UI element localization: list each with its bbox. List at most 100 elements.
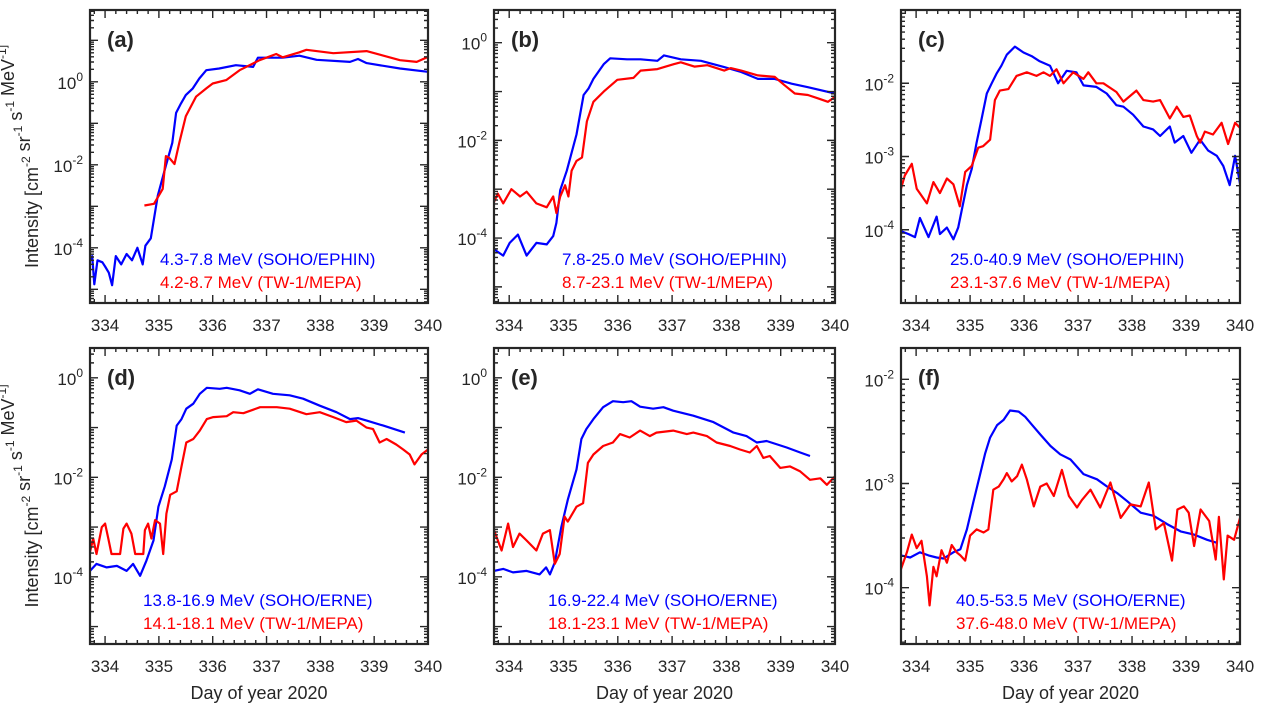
series-line-soho xyxy=(90,386,406,577)
y-tick-base: 10 xyxy=(864,371,883,390)
x-tick-label: 338 xyxy=(1118,316,1146,335)
panel-label: (c) xyxy=(918,27,945,52)
x-axis-label: Day of year 2020 xyxy=(596,683,733,703)
x-tick-label: 340 xyxy=(414,316,442,335)
y-tick-exponent: -3 xyxy=(883,471,894,485)
y-tick-exponent: -4 xyxy=(883,576,894,590)
x-tick-label: 338 xyxy=(712,316,740,335)
x-tick-label: 339 xyxy=(767,657,795,676)
series-line-mepa xyxy=(901,68,1240,208)
y-tick-label: 10-2 xyxy=(864,367,894,390)
y-tick-base: 10 xyxy=(864,149,883,168)
y-tick-base: 10 xyxy=(457,230,476,249)
x-axis-label: Day of year 2020 xyxy=(190,683,327,703)
series-line-soho xyxy=(494,400,811,576)
x-tick-label: 338 xyxy=(306,316,334,335)
x-tick-label: 336 xyxy=(199,316,227,335)
y-tick-exponent: -4 xyxy=(72,236,83,250)
x-tick-label: 334 xyxy=(902,657,930,676)
y-tick-base: 10 xyxy=(53,240,72,259)
y-tick-base: 10 xyxy=(864,580,883,599)
x-tick-label: 337 xyxy=(658,657,686,676)
y-label-part: Intensity xyxy=(22,541,42,608)
x-tick-label: 337 xyxy=(1064,657,1092,676)
x-tick-label: 339 xyxy=(360,316,388,335)
x-tick-label: 339 xyxy=(1172,657,1200,676)
panel-label: (b) xyxy=(511,27,539,52)
x-tick-label: 336 xyxy=(604,657,632,676)
y-tick-base: 10 xyxy=(457,132,476,151)
x-tick-label: 336 xyxy=(1010,657,1038,676)
x-tick-label: 337 xyxy=(1064,316,1092,335)
y-label-exponent: -1 xyxy=(11,125,25,136)
series-line-mepa xyxy=(90,406,428,556)
panel-c: 334 335 336 337 338 339 34010-410-310-2(c)25.0… xyxy=(864,8,1254,335)
y-tick-exponent: 0 xyxy=(76,70,83,84)
y-tick-label: 100 xyxy=(461,366,487,389)
y-label-exponent: -2 xyxy=(19,496,33,507)
series-line-mepa xyxy=(901,463,1240,607)
legend-entry-mepa: 37.6-48.0 MeV (TW-1/MEPA) xyxy=(956,614,1176,633)
y-tick-label: 10-3 xyxy=(864,145,894,168)
x-tick-label: 335 xyxy=(145,657,173,676)
panel-label: (e) xyxy=(511,365,538,390)
legend-entry-mepa: 4.2-8.7 MeV (TW-1/MEPA) xyxy=(160,273,362,292)
x-tick-label: 334 xyxy=(495,657,523,676)
y-tick-label: 100 xyxy=(57,70,83,93)
axis-ticks xyxy=(90,10,429,303)
legend-entry-soho: 25.0-40.9 MeV (SOHO/EPHIN) xyxy=(950,250,1184,269)
legend-entry-soho: 16.9-22.4 MeV (SOHO/ERNE) xyxy=(548,591,778,610)
y-tick-label: 10-2 xyxy=(864,71,894,94)
x-tick-label: 340 xyxy=(1226,316,1254,335)
x-tick-label: 337 xyxy=(658,316,686,335)
y-label-part: s xyxy=(6,451,26,465)
y-label-part: MeV xyxy=(0,398,18,440)
x-tick-label: 337 xyxy=(252,316,280,335)
y-tick-exponent: -4 xyxy=(72,565,83,579)
y-tick-exponent: -2 xyxy=(476,465,487,479)
y-label-exponent: -1 xyxy=(3,440,17,451)
y-tick-exponent: -2 xyxy=(476,128,487,142)
legend-entry-soho: 7.8-25.0 MeV (SOHO/EPHIN) xyxy=(562,250,787,269)
x-tick-label: 340 xyxy=(821,316,849,335)
y-label-part: [cm xyxy=(22,167,42,201)
y-label-part: sr xyxy=(14,476,34,496)
y-label-part: MeV xyxy=(0,59,18,101)
x-tick-label: 338 xyxy=(712,657,740,676)
y-tick-exponent: -2 xyxy=(883,71,894,85)
x-tick-label: 338 xyxy=(306,657,334,676)
x-tick-label: 335 xyxy=(956,657,984,676)
y-tick-exponent: -4 xyxy=(476,565,487,579)
y-tick-exponent: -4 xyxy=(883,218,894,232)
axis-box xyxy=(88,346,430,646)
series-line-soho xyxy=(901,45,1240,241)
y-tick-base: 10 xyxy=(457,469,476,488)
x-tick-label: 339 xyxy=(1172,316,1200,335)
x-tick-label: 335 xyxy=(956,316,984,335)
y-tick-label: 10-4 xyxy=(864,218,894,241)
y-tick-base: 10 xyxy=(457,569,476,588)
x-tick-label: 334 xyxy=(91,316,119,335)
x-tick-label: 340 xyxy=(414,657,442,676)
x-tick-label: 337 xyxy=(252,657,280,676)
legend-entry-soho: 13.8-16.9 MeV (SOHO/ERNE) xyxy=(143,591,373,610)
y-tick-base: 10 xyxy=(57,370,76,389)
y-tick-exponent: -2 xyxy=(72,153,83,167)
axis-ticks xyxy=(494,348,836,644)
y-label-part: s xyxy=(6,112,26,126)
axis-box xyxy=(899,8,1242,305)
y-label-part: sr xyxy=(14,136,34,156)
y-label-exponent: -2 xyxy=(19,156,33,167)
series-line-soho xyxy=(494,54,835,257)
y-axis-label: Intensity [cm-2 sr-1 s-1 MeV-1] xyxy=(0,384,42,607)
x-tick-label: 335 xyxy=(549,657,577,676)
panel-label: (d) xyxy=(107,365,135,390)
y-axis-label: Intensity [cm-2 sr-1 s-1 MeV-1] xyxy=(0,45,42,268)
panel-label: (a) xyxy=(107,27,134,52)
x-tick-label: 336 xyxy=(1010,316,1038,335)
